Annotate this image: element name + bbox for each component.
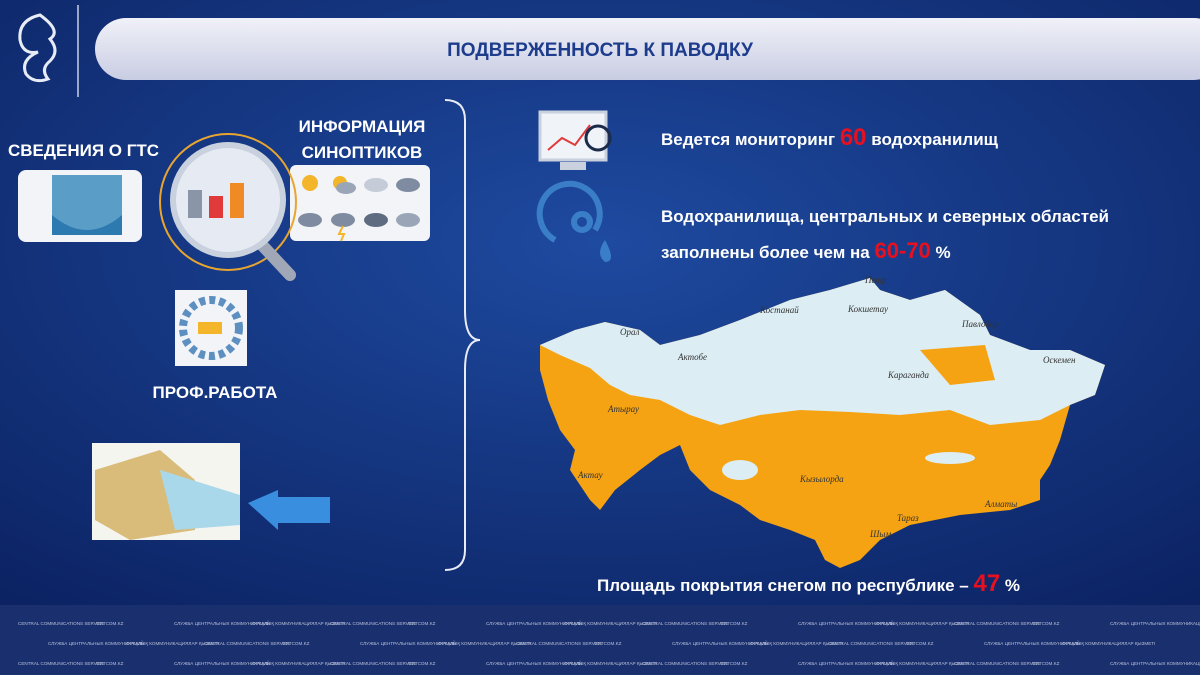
city: Актобе: [677, 352, 707, 362]
gts-label: СВЕДЕНИЯ О ГТС: [8, 141, 159, 160]
footer-text: ORTCOM.KZ: [720, 661, 748, 666]
header-bar: [95, 18, 1200, 80]
brace: [444, 99, 481, 571]
footer-text: СЛУЖБА ЦЕНТРАЛЬНЫХ КОММУНИКАЦИЙ: [48, 639, 144, 646]
footer-text: ORTCOM.KZ: [594, 641, 622, 646]
footer-text: CENTRAL COMMUNICATIONS SERVICE: [516, 641, 602, 646]
footer-text: ОРТАЛЫҚ КОММУНИКАЦИЯЛАР ҚЫЗМЕТІ: [564, 661, 657, 666]
synoptic-label: ИНФОРМАЦИЯ: [299, 117, 426, 136]
city: Павлодар: [961, 319, 999, 329]
footer-text: ОРТАЛЫҚ КОММУНИКАЦИЯЛАР ҚЫЗМЕТІ: [564, 621, 657, 626]
footer-text: ORTCOM.KZ: [720, 621, 748, 626]
fact-text: %: [931, 243, 951, 262]
gts-water: [52, 215, 122, 235]
city: Петр: [864, 275, 887, 285]
footer-text: СЛУЖБА ЦЕНТРАЛЬНЫХ КОММУНИКАЦИЙ: [360, 639, 456, 646]
city: Оскемен: [1043, 355, 1076, 365]
fact-text: Водохранилища, центральных и северных об…: [661, 207, 1109, 226]
fact-text: заполнены более чем на: [661, 243, 874, 262]
icon-bar: [230, 183, 244, 218]
footer-text: CENTRAL COMMUNICATIONS SERVICE: [954, 661, 1040, 666]
footer-text: СЛУЖБА ЦЕНТРАЛЬНЫХ КОММУНИКАЦИЙ: [1110, 619, 1200, 626]
footer-text: СЛУЖБА ЦЕНТРАЛЬНЫХ КОММУНИКАЦИЙ: [672, 639, 768, 646]
city: Тараз: [897, 513, 919, 523]
footer-text: ORTCOM.KZ: [282, 641, 310, 646]
footer-text: ORTCOM.KZ: [96, 661, 124, 666]
logo: [18, 13, 57, 83]
footer-text: CENTRAL COMMUNICATIONS SERVICE: [642, 621, 728, 626]
footer-text: ОРТАЛЫҚ КОММУНИКАЦИЯЛАР ҚЫЗМЕТІ: [126, 641, 219, 646]
icon-bar: [209, 196, 223, 218]
weather-icons: [298, 175, 420, 242]
fact-text: заполнены более чем на 60-70 %: [661, 238, 951, 263]
footer-text: СЛУЖБА ЦЕНТРАЛЬНЫХ КОММУНИКАЦИЙ: [174, 619, 270, 626]
dam-illustration: [92, 443, 330, 540]
monitor-icon: [538, 110, 612, 170]
fact-text: Площадь покрытия снегом по республике – …: [597, 570, 1020, 597]
footer-text: ORTCOM.KZ: [906, 641, 934, 646]
footer-text: CENTRAL COMMUNICATIONS SERVICE: [954, 621, 1040, 626]
prof-label: ПРОФ.РАБОТА: [153, 383, 278, 402]
city: Кызылорда: [799, 474, 844, 484]
gauge-icon: [536, 180, 611, 262]
icon-bar: [188, 190, 202, 218]
footer-text: ORTCOM.KZ: [408, 621, 436, 626]
city: Атырау: [607, 404, 639, 414]
gear: [179, 296, 243, 360]
cycle-ring: [159, 133, 297, 271]
fact-number: 47: [973, 570, 1000, 597]
magnifier: [170, 142, 286, 258]
footer-text: СЛУЖБА ЦЕНТРАЛЬНЫХ КОММУНИКАЦИЙ: [798, 619, 894, 626]
footer-text: ОРТАЛЫҚ КОММУНИКАЦИЯЛАР ҚЫЗМЕТІ: [750, 641, 843, 646]
footer-text: СЛУЖБА ЦЕНТРАЛЬНЫХ КОММУНИКАЦИЙ: [984, 639, 1080, 646]
footer-text: ОРТАЛЫҚ КОММУНИКАЦИЯЛАР ҚЫЗМЕТІ: [252, 621, 345, 626]
city: Караганда: [887, 370, 930, 380]
fact-text: Ведется мониторинг: [661, 130, 840, 149]
title: ПОДВЕРЖЕННОСТЬ К ПАВОДКУ: [447, 40, 753, 61]
footer-text: CENTRAL COMMUNICATIONS SERVICE: [18, 621, 104, 626]
fact-text: Площадь покрытия снегом по республике –: [597, 576, 973, 595]
footer-text: CENTRAL COMMUNICATIONS SERVICE: [330, 661, 416, 666]
fact-text: водохранилищ: [867, 130, 999, 149]
city: Шым: [869, 529, 891, 539]
footer-text: СЛУЖБА ЦЕНТРАЛЬНЫХ КОММУНИКАЦИЙ: [486, 619, 582, 626]
footer-text: ОРТАЛЫҚ КОММУНИКАЦИЯЛАР ҚЫЗМЕТІ: [876, 661, 969, 666]
footer-text: ORTCOM.KZ: [408, 661, 436, 666]
footer-text: CENTRAL COMMUNICATIONS SERVICE: [828, 641, 914, 646]
synoptic-label: СИНОПТИКОВ: [302, 143, 423, 162]
fact-text: Ведется мониторинг 60 водохранилищ: [661, 124, 999, 151]
footer-band: [0, 605, 1200, 675]
footer-text: CENTRAL COMMUNICATIONS SERVICE: [204, 641, 290, 646]
footer-text: ОРТАЛЫҚ КОММУНИКАЦИЯЛАР ҚЫЗМЕТІ: [876, 621, 969, 626]
footer-text: ORTCOM.KZ: [1032, 621, 1060, 626]
city: Актау: [577, 470, 603, 480]
magnifier-handle: [256, 239, 296, 281]
footer-text: ORTCOM.KZ: [1032, 661, 1060, 666]
footer-text: ОРТАЛЫҚ КОММУНИКАЦИЯЛАР ҚЫЗМЕТІ: [438, 641, 531, 646]
city: Алматы: [984, 499, 1017, 509]
fact-number: 60: [840, 124, 867, 151]
footer-text: ОРТАЛЫҚ КОММУНИКАЦИЯЛАР ҚЫЗМЕТІ: [252, 661, 345, 666]
footer-text: ORTCOM.KZ: [96, 621, 124, 626]
footer-text: CENTRAL COMMUNICATIONS SERVICE: [642, 661, 728, 666]
footer-text: ОРТАЛЫҚ КОММУНИКАЦИЯЛАР ҚЫЗМЕТІ: [1062, 641, 1155, 646]
footer-text: СЛУЖБА ЦЕНТРАЛЬНЫХ КОММУНИКАЦИЙ: [1110, 659, 1200, 666]
footer-text: CENTRAL COMMUNICATIONS SERVICE: [330, 621, 416, 626]
weather-box: [290, 165, 430, 241]
footer-text: СЛУЖБА ЦЕНТРАЛЬНЫХ КОММУНИКАЦИЙ: [798, 659, 894, 666]
map-labels: Орал Актобе Атырау Актау Костанай Кокшет…: [577, 275, 1076, 539]
fact-number: 60-70: [874, 238, 930, 263]
footer-text: СЛУЖБА ЦЕНТРАЛЬНЫХ КОММУНИКАЦИЙ: [174, 659, 270, 666]
city: Орал: [620, 327, 639, 337]
footer-text: СЛУЖБА ЦЕНТРАЛЬНЫХ КОММУНИКАЦИЙ: [486, 659, 582, 666]
map: [540, 278, 1105, 568]
excavator: [198, 322, 222, 334]
fact-text: %: [1000, 576, 1020, 595]
city: Костанай: [759, 305, 799, 315]
city: Кокшетау: [847, 304, 888, 314]
footer-text: CENTRAL COMMUNICATIONS SERVICE: [18, 661, 104, 666]
